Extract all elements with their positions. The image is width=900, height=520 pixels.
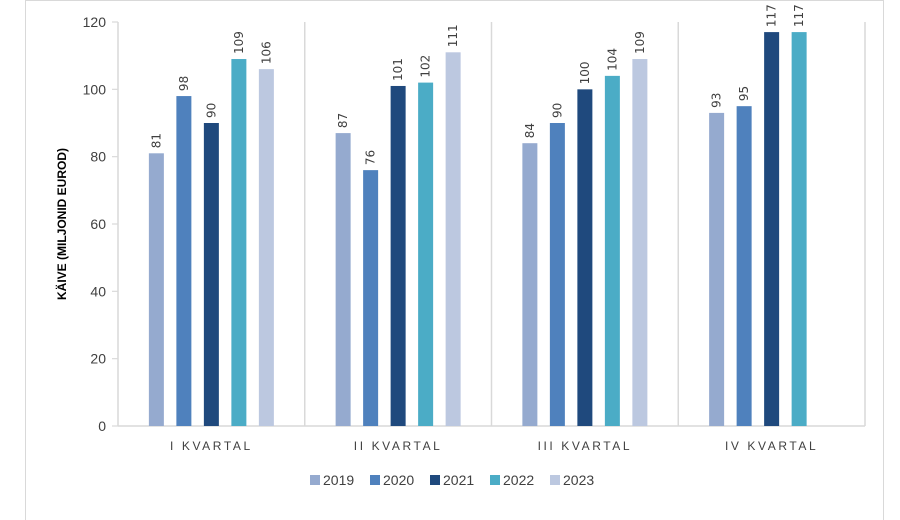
bar-2021-4: [764, 32, 780, 426]
bar-2023-1: [258, 69, 274, 426]
legend-label: 2021: [443, 472, 474, 488]
bar-2020-3: [549, 123, 565, 426]
data-label: 102: [419, 55, 433, 78]
data-label: 90: [550, 103, 564, 118]
data-label: 100: [578, 61, 592, 84]
data-label: 76: [364, 150, 378, 165]
data-label: 117: [765, 4, 779, 27]
bar-2021-2: [390, 85, 406, 426]
y-tick-label: 100: [83, 81, 107, 97]
bar-2022-3: [604, 75, 620, 426]
bar-2022-1: [231, 59, 247, 427]
bar-chart: KÄIVE (MILJONID EUROD) 0 20 40 60 80 100 120 8…: [54, 4, 866, 488]
data-label: 104: [605, 48, 619, 71]
legend-swatch-2019: [310, 475, 320, 485]
y-tick-label: 60: [90, 216, 106, 232]
y-tick-label: 40: [90, 283, 106, 299]
bar-2020-4: [736, 106, 752, 427]
x-tick-label: III KVARTAL: [538, 439, 633, 453]
data-label: 109: [232, 31, 246, 54]
data-label: 109: [633, 31, 647, 54]
legend-label: 2023: [563, 472, 594, 488]
bar-2022-2: [418, 82, 434, 426]
bars: [148, 32, 807, 427]
data-label: 95: [737, 86, 751, 101]
bar-2020-1: [176, 96, 192, 427]
y-tick-label: 80: [90, 149, 106, 165]
data-labels: 81 98 90 109 106 87 76 101 102 111 84 90 100 104 109 93…: [149, 4, 806, 165]
x-tick-label: IV KVARTAL: [725, 439, 818, 453]
bar-2022-4: [791, 32, 807, 426]
bar-2019-2: [335, 133, 351, 426]
bar-2023-3: [632, 59, 648, 427]
bar-2021-3: [577, 89, 593, 426]
data-label: 93: [710, 93, 724, 108]
y-tick-label: 20: [90, 351, 106, 367]
data-label: 87: [336, 113, 350, 128]
x-tick-label: II KVARTAL: [354, 439, 443, 453]
y-tick-label: 0: [98, 418, 106, 434]
data-label: 84: [523, 123, 537, 138]
legend-swatch-2020: [370, 475, 380, 485]
y-tick-label: 120: [83, 14, 107, 30]
data-label: 90: [204, 103, 218, 118]
bar-2023-2: [445, 52, 461, 427]
legend-swatch-2022: [490, 475, 500, 485]
bar-2019-3: [522, 143, 538, 426]
y-axis-title: KÄIVE (MILJONID EUROD): [54, 148, 69, 300]
gridlines: [117, 22, 866, 427]
data-label: 101: [391, 58, 405, 81]
data-label: 98: [177, 76, 191, 91]
data-label: 106: [259, 41, 273, 64]
data-label: 117: [792, 4, 806, 27]
legend-swatch-2023: [550, 475, 560, 485]
bar-2021-1: [203, 123, 219, 426]
legend: 2019 2020 2021 2022 2023: [310, 472, 594, 488]
data-label: 111: [446, 24, 460, 47]
x-tick-label: I KVARTAL: [170, 439, 253, 453]
legend-swatch-2021: [430, 475, 440, 485]
legend-label: 2022: [503, 472, 534, 488]
bar-2020-2: [363, 170, 379, 426]
y-axis-ticks: 0 20 40 60 80 100 120: [83, 14, 118, 434]
bar-2019-1: [148, 153, 164, 427]
legend-label: 2020: [383, 472, 414, 488]
x-axis-labels: I KVARTAL II KVARTAL III KVARTAL IV KVARTAL: [170, 439, 818, 453]
legend-label: 2019: [323, 472, 354, 488]
bar-2019-4: [709, 112, 725, 427]
data-label: 81: [149, 133, 163, 148]
